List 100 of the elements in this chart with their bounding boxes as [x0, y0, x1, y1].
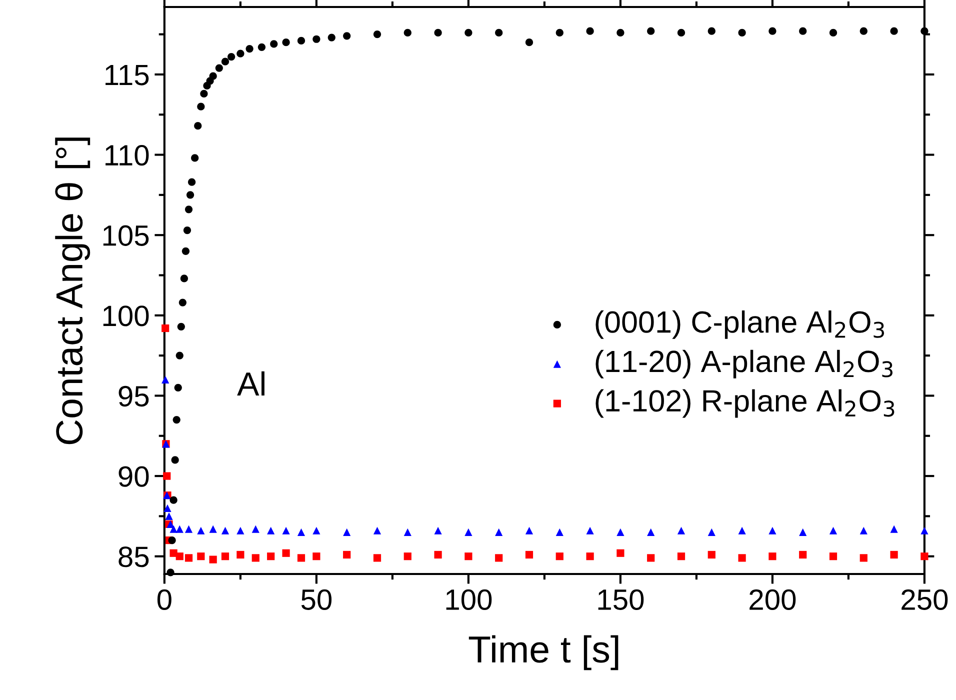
point	[434, 28, 442, 37]
point	[182, 247, 190, 255]
point	[209, 72, 217, 80]
point	[176, 525, 184, 533]
point	[860, 526, 868, 534]
point	[180, 274, 188, 282]
point	[768, 27, 776, 35]
point	[708, 27, 716, 35]
point	[252, 554, 260, 562]
legend-label: (0001) C-plane Al$_{2}$O$_{3}$	[596, 310, 884, 339]
point	[282, 549, 290, 557]
point	[586, 552, 594, 560]
y-tick-label: 95	[118, 386, 149, 407]
point	[768, 526, 776, 534]
point	[495, 528, 503, 536]
point	[228, 52, 236, 61]
point	[258, 43, 266, 51]
annotation: Al	[237, 371, 264, 396]
point	[270, 40, 278, 48]
point	[170, 496, 178, 504]
legend-label: (1-102) R-plane Al$_{2}$O$_{3}$	[596, 389, 894, 418]
point	[556, 552, 564, 560]
point	[162, 376, 170, 384]
point	[186, 191, 194, 199]
point	[297, 36, 306, 45]
point	[343, 550, 351, 559]
point	[162, 324, 170, 332]
point	[312, 526, 320, 534]
x-tick-label: 50	[301, 589, 332, 610]
point	[434, 550, 442, 559]
point	[829, 28, 838, 37]
point	[178, 298, 186, 306]
point	[183, 226, 192, 234]
point	[282, 526, 290, 534]
point	[168, 536, 176, 544]
point	[677, 552, 686, 560]
point	[200, 90, 208, 98]
y-tick-label: 85	[118, 546, 149, 568]
point	[920, 552, 928, 560]
point	[176, 352, 184, 360]
point	[297, 528, 306, 536]
point	[556, 528, 564, 536]
legend-label: (11-20) A-plane Al$_{2}$O$_{3}$	[596, 350, 892, 378]
point	[171, 456, 179, 464]
point	[434, 526, 442, 534]
point	[373, 526, 382, 534]
x-tick-label: 100	[446, 589, 492, 610]
point	[246, 44, 254, 53]
point	[174, 384, 182, 392]
point	[738, 526, 746, 534]
point	[221, 526, 230, 534]
point	[464, 28, 472, 37]
point	[172, 416, 180, 424]
point	[184, 525, 193, 533]
point	[677, 526, 686, 534]
point	[191, 154, 199, 162]
point	[209, 525, 217, 533]
point	[373, 554, 382, 562]
y-tick-label: 115	[106, 64, 149, 86]
x-tick-label: 0	[157, 589, 172, 610]
point	[768, 552, 776, 560]
point	[860, 554, 868, 562]
point	[525, 526, 534, 534]
point	[404, 528, 412, 536]
point	[677, 28, 686, 37]
point	[829, 526, 838, 534]
point	[890, 550, 898, 559]
point	[184, 554, 193, 562]
point	[215, 64, 223, 72]
point	[586, 27, 594, 35]
point	[194, 122, 202, 130]
point	[164, 504, 172, 512]
point	[647, 528, 655, 536]
point	[920, 526, 928, 534]
point	[586, 526, 594, 534]
point	[860, 27, 868, 35]
y-axis-title: Contact Angle θ [°]	[55, 138, 90, 444]
point	[799, 27, 807, 35]
point	[163, 472, 171, 480]
point	[184, 206, 193, 214]
point	[170, 525, 178, 533]
point	[525, 550, 534, 559]
point	[920, 27, 928, 35]
y-tick-label: 110	[106, 144, 149, 166]
point	[647, 554, 655, 562]
point	[373, 30, 382, 38]
point	[252, 525, 260, 533]
point	[343, 32, 351, 40]
point	[343, 528, 351, 536]
point	[738, 554, 746, 562]
point	[556, 28, 564, 37]
point	[177, 322, 185, 330]
point	[616, 28, 624, 37]
point	[404, 28, 412, 37]
point	[209, 556, 217, 564]
point	[267, 552, 275, 560]
point	[799, 528, 807, 536]
point	[197, 102, 205, 110]
point	[236, 526, 244, 534]
point	[708, 550, 716, 559]
